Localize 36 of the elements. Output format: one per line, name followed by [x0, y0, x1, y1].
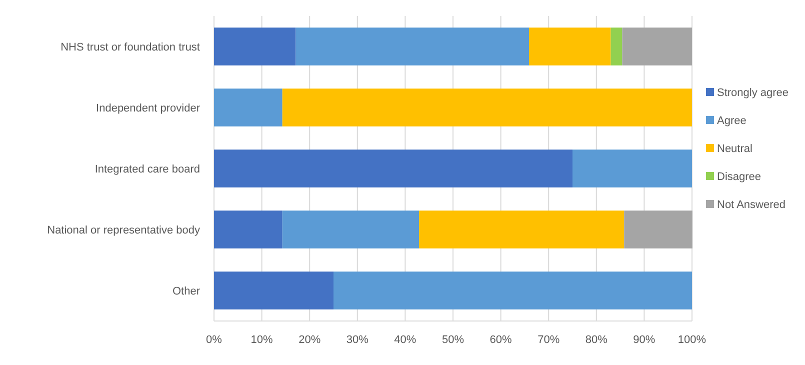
- bar: [610, 28, 622, 66]
- legend-label: Strongly agree: [717, 86, 789, 99]
- x-tick-label: 50%: [442, 334, 464, 346]
- x-tick-label: 70%: [538, 334, 560, 346]
- bar: [214, 88, 282, 126]
- x-tick-label: 30%: [346, 334, 369, 346]
- bar: [214, 28, 296, 66]
- legend-label: Not Answered: [717, 198, 786, 211]
- x-tick-label: 100%: [678, 334, 706, 346]
- x-tick-label: 40%: [394, 334, 416, 346]
- legend-label: Neutral: [717, 142, 752, 155]
- bar: [334, 272, 692, 310]
- y-tick-label: National or representative body: [47, 224, 200, 236]
- bar: [214, 272, 334, 310]
- bar: [214, 150, 572, 188]
- x-tick-label: 60%: [490, 334, 512, 346]
- bar: [282, 88, 692, 126]
- bar: [282, 210, 420, 248]
- y-tick-label: NHS trust or foundation trust: [60, 41, 200, 54]
- bar: [572, 150, 692, 188]
- bar: [529, 28, 611, 66]
- y-tick-label: Independent provider: [96, 102, 200, 114]
- x-tick-label: 0%: [206, 334, 222, 346]
- legend-label: Disagree: [717, 170, 762, 183]
- bar: [419, 210, 624, 248]
- bar: [214, 210, 282, 248]
- x-tick-label: 20%: [298, 334, 321, 346]
- bar: [296, 28, 529, 66]
- bar: [622, 28, 692, 66]
- x-tick-label: 80%: [585, 334, 608, 346]
- legend-label: Agree: [717, 114, 746, 127]
- x-tick-label: 10%: [250, 334, 274, 346]
- y-tick-label: Other: [172, 285, 200, 298]
- y-tick-label: Integrated care board: [94, 163, 200, 176]
- bar: [624, 210, 692, 248]
- x-tick-label: 90%: [633, 334, 656, 346]
